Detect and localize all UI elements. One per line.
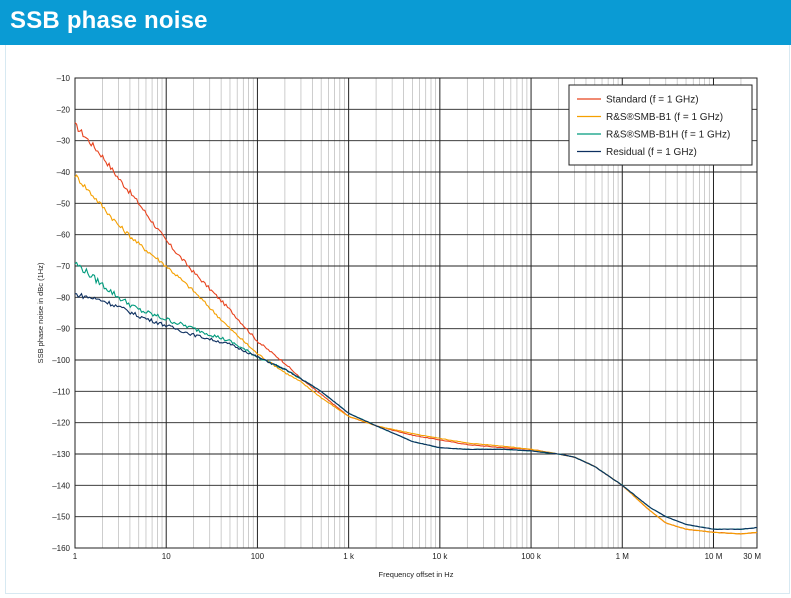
plot-frame: [74, 77, 758, 549]
legend-label: R&S®SMB-B1 (f = 1 GHz): [606, 112, 723, 123]
x-tick-label: 1 k: [343, 552, 355, 561]
x-tick-label: 10 M: [705, 552, 723, 561]
y-tick-label: –110: [53, 387, 71, 396]
y-tick-label: –60: [57, 231, 71, 240]
x-tick-label: 30 M: [743, 552, 761, 561]
x-tick-label: 1: [73, 552, 78, 561]
y-tick-label: –50: [57, 199, 71, 208]
series-line: [74, 174, 758, 535]
y-tick-label: –130: [52, 450, 70, 459]
x-tick-label: 10: [162, 552, 171, 561]
x-tick-label: 10 k: [432, 552, 448, 561]
y-tick-label: –120: [52, 419, 70, 428]
x-tick-label: 100 k: [521, 552, 542, 561]
page-header: SSB phase noise: [0, 0, 791, 45]
y-tick-label: –150: [52, 513, 70, 522]
y-tick-label: –30: [57, 137, 71, 146]
legend-label: R&S®SMB-B1H (f = 1 GHz): [606, 130, 730, 141]
y-tick-label: –100: [52, 356, 70, 365]
x-tick-label: 1 M: [616, 552, 630, 561]
y-tick-label: –40: [57, 168, 71, 177]
y-tick-label: –160: [52, 544, 70, 553]
x-axis-label: Frequency offset in Hz: [379, 570, 454, 579]
x-tick-label: 100: [251, 552, 265, 561]
phase-noise-chart: –160 –150 –140 –130 –120 –110 –100 –90 –80 –70 –60…: [36, 74, 761, 579]
series-line: [74, 292, 758, 530]
y-tick-label: –80: [57, 293, 71, 302]
y-tick-label: –90: [57, 325, 71, 334]
legend-label: Standard (f = 1 GHz): [606, 95, 699, 106]
y-tick-label: –10: [57, 74, 71, 83]
legend-label: Residual (f = 1 GHz): [606, 147, 697, 158]
y-tick-label: –70: [57, 262, 71, 271]
y-tick-label: –140: [52, 481, 70, 490]
page-title: SSB phase noise: [10, 7, 208, 34]
y-tick-label: –20: [57, 105, 71, 114]
chart-panel: –160 –150 –140 –130 –120 –110 –100 –90 –80 –70 –60…: [5, 45, 790, 594]
y-axis-label: SSB phase noise in dBc (1Hz): [36, 262, 45, 363]
